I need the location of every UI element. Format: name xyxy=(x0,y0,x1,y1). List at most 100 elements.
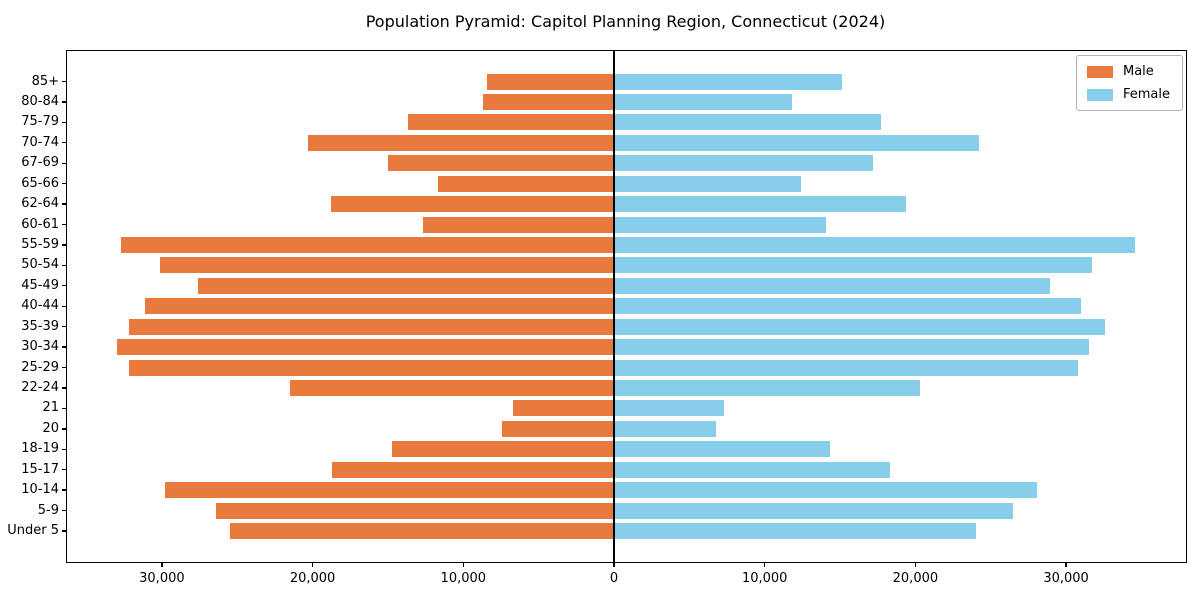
y-axis-tick xyxy=(62,346,67,348)
y-axis-label-under-5: Under 5 xyxy=(7,522,59,538)
legend-label-male: Male xyxy=(1122,64,1154,79)
y-axis-label-21: 21 xyxy=(42,400,59,416)
x-axis-label: 10,000 xyxy=(440,571,487,586)
x-axis-label: 10,000 xyxy=(741,571,788,586)
bar-male-10-14 xyxy=(164,482,614,499)
x-axis-tick xyxy=(311,562,314,567)
x-axis-tick xyxy=(161,562,163,567)
bar-female-60-61 xyxy=(614,216,827,233)
y-axis-tick xyxy=(62,142,67,144)
y-axis-label-45-49: 45-49 xyxy=(21,277,59,293)
bar-female-80-84 xyxy=(614,93,792,110)
y-axis-label-65-66: 65-66 xyxy=(21,175,59,191)
bar-male-40-44 xyxy=(145,298,614,315)
y-axis-tick xyxy=(62,182,67,185)
bar-male-80-84 xyxy=(482,93,614,110)
legend-label-female: Female xyxy=(1122,87,1170,102)
y-axis-label-70-74: 70-74 xyxy=(21,134,59,150)
bar-male-15-17 xyxy=(332,461,614,478)
bar-female-5-9 xyxy=(614,502,1014,519)
bar-female-18-19 xyxy=(614,441,830,458)
legend-item-male: Male xyxy=(1086,64,1170,79)
bar-female-70-74 xyxy=(614,134,979,151)
bar-female-50-54 xyxy=(614,257,1092,274)
x-axis-tick xyxy=(613,562,615,567)
y-axis-tick xyxy=(62,264,67,267)
bar-male-21 xyxy=(513,400,614,417)
x-axis-tick xyxy=(462,562,464,567)
x-axis-tick xyxy=(764,562,766,567)
y-axis-label-22-24: 22-24 xyxy=(21,379,59,395)
bar-female-55-59 xyxy=(614,236,1136,253)
bar-male-55-59 xyxy=(121,236,614,253)
bar-male-50-54 xyxy=(160,257,614,274)
bar-male-30-34 xyxy=(116,339,614,356)
y-axis-tick xyxy=(62,448,67,450)
bar-male-60-61 xyxy=(422,216,614,233)
y-axis-tick xyxy=(62,162,67,164)
y-axis-label-30-34: 30-34 xyxy=(21,339,59,355)
y-axis-label-85+: 85+ xyxy=(31,73,59,89)
y-axis-tick xyxy=(62,223,67,226)
y-axis-tick xyxy=(62,203,67,205)
x-axis-label: 0 xyxy=(609,571,619,586)
y-axis-label-10-14: 10-14 xyxy=(21,482,59,498)
y-axis-tick xyxy=(62,468,67,471)
bar-male-70-74 xyxy=(308,134,614,151)
y-axis-label-62-64: 62-64 xyxy=(21,196,59,212)
y-axis-label-80-84: 80-84 xyxy=(21,93,59,109)
y-axis-label-67-69: 67-69 xyxy=(21,155,59,171)
bar-female-21 xyxy=(614,400,724,417)
bar-male-35-39 xyxy=(128,318,614,335)
y-axis-label-50-54: 50-54 xyxy=(21,257,59,273)
y-axis-label-55-59: 55-59 xyxy=(21,236,59,252)
x-axis-label: 30,000 xyxy=(139,571,185,586)
bar-female-15-17 xyxy=(614,461,890,478)
bar-male-62-64 xyxy=(330,196,614,213)
y-axis-tick xyxy=(62,407,67,410)
x-axis-label: 20,000 xyxy=(892,571,939,586)
bar-female-40-44 xyxy=(614,298,1082,315)
y-axis-tick xyxy=(62,101,67,103)
bar-female-85+ xyxy=(614,73,842,90)
zero-axis-line xyxy=(613,51,615,562)
bar-female-25-29 xyxy=(614,359,1079,376)
bar-male-5-9 xyxy=(216,502,614,519)
female-color-swatch xyxy=(1086,88,1113,101)
y-axis-label-5-9: 5-9 xyxy=(37,502,59,518)
y-axis-tick xyxy=(62,285,67,287)
y-axis-tick xyxy=(62,325,67,328)
y-axis-label-40-44: 40-44 xyxy=(21,298,59,314)
y-axis-label-20: 20 xyxy=(42,420,59,436)
y-axis-tick xyxy=(62,428,67,430)
bar-female-22-24 xyxy=(614,379,920,396)
legend: Male Female xyxy=(1075,55,1183,111)
bar-female-20 xyxy=(614,420,717,437)
bar-female-62-64 xyxy=(614,196,907,213)
y-axis-tick xyxy=(62,305,67,307)
y-axis-tick xyxy=(62,489,67,491)
y-axis-label-75-79: 75-79 xyxy=(21,114,59,130)
y-axis-tick xyxy=(62,366,67,369)
bar-female-45-49 xyxy=(614,277,1050,294)
y-axis-label-60-61: 60-61 xyxy=(21,216,59,232)
bar-male-45-49 xyxy=(198,277,614,294)
chart-title: Population Pyramid: Capitol Planning Reg… xyxy=(365,12,886,31)
bar-male-75-79 xyxy=(407,114,614,131)
y-axis-tick xyxy=(62,509,67,512)
bar-female-10-14 xyxy=(614,482,1038,499)
bar-female-35-39 xyxy=(614,318,1106,335)
bar-male-85+ xyxy=(487,73,614,90)
bar-male-67-69 xyxy=(387,155,614,172)
legend-item-female: Female xyxy=(1086,87,1170,102)
y-axis-label-35-39: 35-39 xyxy=(21,318,59,334)
bar-male-20 xyxy=(502,420,614,437)
bar-female-75-79 xyxy=(614,114,881,131)
y-axis-tick xyxy=(62,530,67,532)
y-axis-label-18-19: 18-19 xyxy=(21,441,59,457)
bar-female-under-5 xyxy=(614,522,976,539)
y-axis-tick xyxy=(62,387,67,389)
bar-female-67-69 xyxy=(614,155,874,172)
bar-male-65-66 xyxy=(437,175,614,192)
y-axis-label-25-29: 25-29 xyxy=(21,359,59,375)
